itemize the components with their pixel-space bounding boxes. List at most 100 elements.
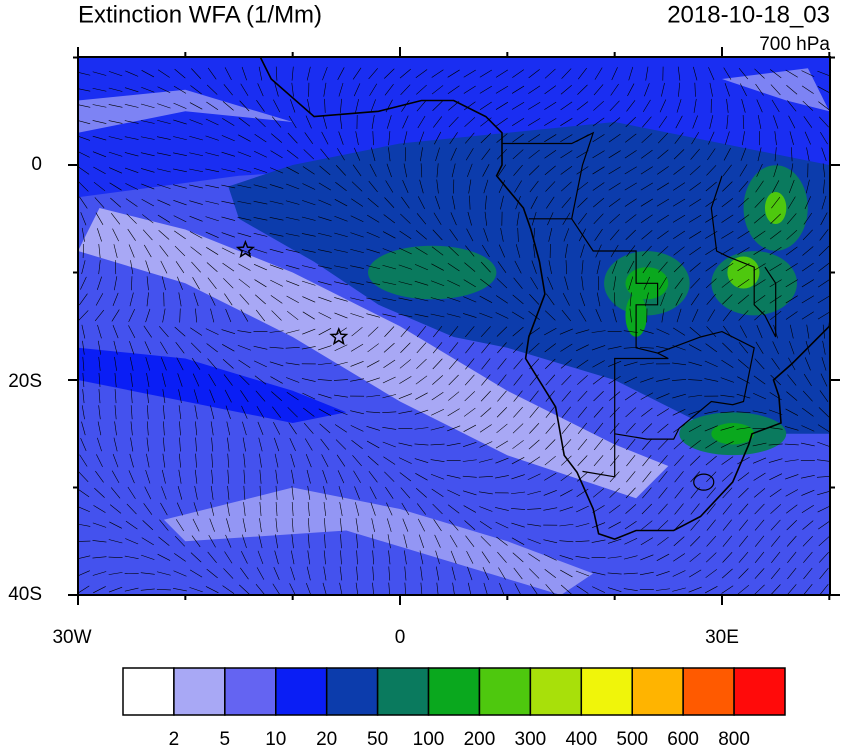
wind-barb	[286, 166, 299, 174]
wind-barb	[433, 116, 443, 128]
wind-barb	[350, 378, 364, 382]
wind-barb	[753, 279, 766, 288]
wind-barb	[788, 115, 796, 129]
wind-barb	[334, 297, 348, 302]
wind-barb	[416, 325, 427, 338]
wind-barb	[339, 518, 343, 533]
wind-barb	[157, 553, 171, 561]
wind-barb	[174, 535, 185, 547]
wind-barb	[96, 454, 103, 468]
colorbar-label: 200	[464, 729, 496, 750]
wind-barb	[92, 151, 107, 158]
wind-barb	[495, 69, 509, 78]
wind-barb	[305, 454, 312, 468]
wind-barb	[339, 115, 343, 129]
wind-barb	[705, 455, 717, 466]
wind-barb	[178, 405, 182, 420]
wind-barb	[802, 390, 813, 402]
wind-barb	[385, 180, 394, 193]
wind-barb	[496, 117, 508, 127]
wind-barb	[145, 357, 151, 371]
wind-barb	[817, 441, 830, 448]
wind-barb	[416, 213, 427, 225]
colorbar-label: 800	[718, 729, 750, 750]
wind-barb	[609, 229, 620, 241]
wind-barb	[92, 571, 107, 576]
wind-barb	[645, 66, 649, 81]
wind-barb	[545, 584, 556, 595]
wind-barb	[124, 555, 139, 559]
wind-barb	[434, 195, 441, 210]
wind-barb	[290, 99, 296, 113]
wind-barb	[787, 100, 797, 112]
wind-barb	[626, 454, 636, 467]
wind-barb	[221, 135, 235, 142]
wind-barb	[690, 293, 700, 306]
wind-barb	[108, 556, 123, 558]
wind-barb	[495, 295, 508, 304]
wind-barb	[528, 165, 540, 176]
wind-barb	[162, 308, 166, 323]
wind-barb	[256, 567, 265, 580]
wind-barb	[661, 82, 665, 97]
wind-barb	[447, 408, 460, 417]
wind-barb	[448, 374, 459, 386]
wind-barb	[545, 439, 556, 450]
wind-barb	[821, 147, 827, 161]
wind-barb	[95, 212, 104, 225]
wind-barb	[432, 503, 443, 515]
wind-barb	[822, 163, 826, 178]
wind-barb	[269, 217, 284, 221]
wind-barb	[239, 374, 250, 386]
wind-barb	[318, 281, 332, 286]
wind-barb	[238, 117, 251, 127]
colorbar-label: 10	[265, 729, 286, 750]
wind-barb	[801, 279, 814, 288]
wind-barb	[175, 261, 185, 274]
wind-barb	[431, 409, 445, 416]
wind-barb	[624, 182, 637, 191]
wind-barb	[174, 68, 186, 79]
wind-barb	[350, 425, 364, 432]
wind-barb	[243, 469, 246, 484]
wind-barb	[594, 228, 603, 241]
wind-barb	[674, 277, 684, 289]
wind-barb	[706, 293, 717, 305]
wind-barb	[527, 538, 541, 545]
wind-barb	[160, 502, 168, 516]
wind-barb	[174, 553, 186, 562]
wind-barb	[301, 346, 316, 350]
wind-barb	[801, 489, 815, 496]
wind-barb	[722, 487, 733, 499]
wind-barb	[721, 230, 734, 239]
wind-barb	[285, 216, 300, 221]
wind-barb	[302, 183, 316, 190]
wind-barb	[269, 330, 284, 333]
wind-barb	[640, 182, 654, 191]
wind-barb	[237, 232, 252, 238]
wind-barb	[676, 99, 682, 113]
wind-barb	[369, 164, 377, 177]
wind-barb	[237, 330, 252, 333]
wind-barb	[177, 486, 183, 500]
wind-barb	[163, 421, 165, 436]
wind-barb	[124, 587, 139, 592]
wind-barb	[479, 506, 493, 512]
wind-barb	[497, 342, 507, 354]
wind-barb	[350, 215, 364, 223]
wind-barb	[253, 184, 268, 189]
wind-barb	[656, 328, 670, 335]
wind-barb	[784, 459, 799, 462]
wind-barb	[243, 485, 246, 500]
wind-barb	[92, 556, 107, 559]
wind-barb	[560, 101, 573, 111]
wind-barb	[545, 422, 556, 434]
wind-barb	[581, 260, 584, 275]
wind-barb	[178, 389, 182, 404]
wind-barb	[819, 583, 829, 595]
wind-barb	[450, 147, 457, 161]
wind-barb	[821, 195, 827, 210]
wind-barb	[93, 586, 106, 594]
colorbar: 2 5 10 20 50 100 200 300 400 500 600 800	[122, 667, 786, 750]
wind-barb	[195, 308, 198, 323]
